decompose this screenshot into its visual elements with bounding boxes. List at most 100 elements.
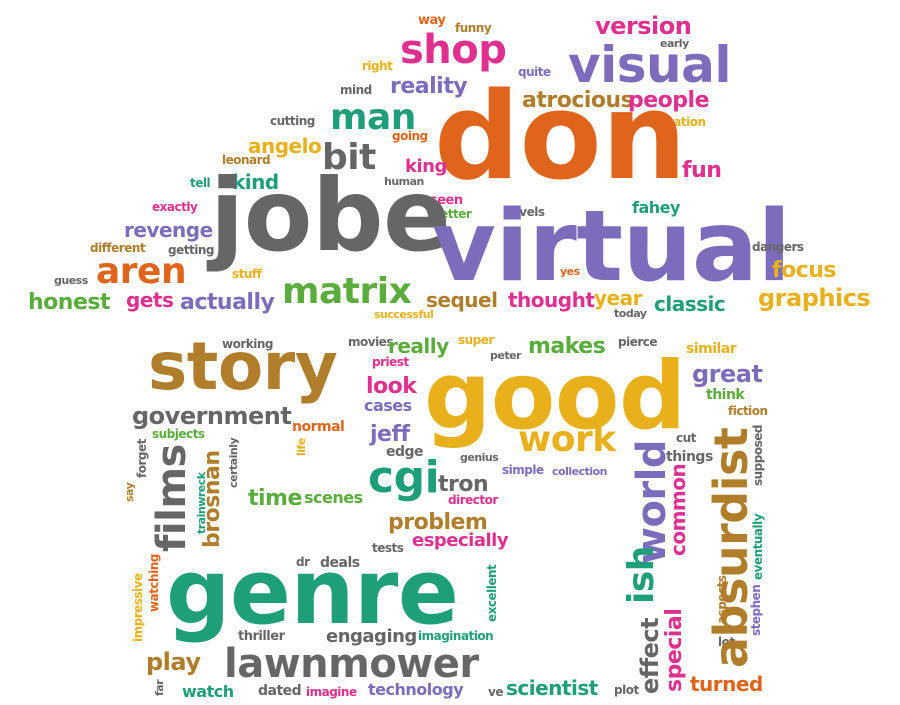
word: aren — [96, 251, 187, 292]
word: different — [90, 241, 146, 255]
word: problem — [388, 510, 488, 535]
word: tron — [438, 472, 489, 497]
word: look — [366, 374, 417, 399]
word: dangers — [752, 240, 804, 254]
word: stuff — [232, 267, 262, 281]
word: angelo — [248, 134, 322, 158]
word: human — [384, 175, 424, 188]
word: matrix — [282, 271, 412, 312]
word: far — [153, 679, 166, 696]
word: movies — [348, 335, 393, 349]
word: normal — [292, 419, 345, 435]
word: ve — [488, 685, 503, 699]
word: going — [392, 129, 428, 143]
word: simple — [502, 463, 544, 477]
word: eventually — [751, 513, 765, 580]
word: people — [628, 88, 710, 113]
word: lot — [718, 635, 735, 649]
word: jeff — [370, 422, 410, 447]
word: thriller — [238, 629, 285, 644]
word: getting — [168, 243, 214, 257]
word: year — [594, 286, 642, 310]
word: deals — [320, 555, 360, 571]
word: things — [666, 449, 713, 465]
word: forget — [135, 439, 149, 478]
word: visual — [568, 36, 731, 94]
word: watch — [182, 682, 234, 701]
word: similar — [686, 341, 737, 357]
word: genius — [460, 451, 499, 464]
word: classic — [654, 292, 726, 316]
word: pierce — [618, 335, 658, 349]
word: especially — [412, 530, 509, 551]
word: better — [432, 207, 472, 221]
word: focus — [772, 258, 836, 283]
word: guess — [54, 274, 88, 287]
word: man — [330, 97, 416, 138]
word: turned — [690, 672, 763, 696]
word: shop — [400, 27, 507, 73]
word: bit — [322, 137, 376, 178]
word: reality — [390, 74, 468, 99]
word: cases — [364, 396, 412, 415]
word: gets — [126, 288, 174, 312]
word: ish — [621, 546, 662, 604]
word: sequel — [426, 288, 498, 312]
word: dated — [258, 683, 302, 699]
word: certainly — [227, 437, 240, 488]
word: thought — [508, 288, 595, 312]
word: stephen — [749, 584, 763, 636]
word: story — [148, 328, 338, 405]
word: right — [362, 59, 393, 73]
word: jobe — [210, 157, 451, 274]
word: lawnmower — [224, 641, 479, 687]
word: absurdist — [704, 427, 758, 668]
word: exactly — [152, 200, 198, 214]
word: impressive — [131, 573, 145, 642]
word: cgi — [368, 452, 440, 503]
word: common — [666, 463, 690, 556]
word: levels — [508, 205, 545, 219]
word: fiction — [728, 404, 768, 418]
word: tell — [190, 176, 211, 190]
word: trainwreck — [195, 472, 208, 534]
word: watching — [147, 554, 161, 612]
word: peter — [490, 349, 521, 362]
word: dr — [296, 555, 310, 569]
word: scientist — [506, 676, 598, 700]
word: fun — [682, 158, 722, 183]
word: way — [418, 13, 446, 28]
word: don — [434, 68, 687, 207]
word: version — [595, 12, 692, 40]
word: life — [295, 438, 308, 456]
word: think — [706, 387, 745, 403]
word: atrocious — [522, 88, 634, 113]
word: supposed — [751, 425, 765, 486]
word: priest — [372, 355, 409, 369]
word: graphics — [758, 284, 871, 312]
word: king — [405, 156, 447, 177]
word: work — [518, 419, 616, 460]
word: seen — [430, 193, 463, 208]
word: director — [448, 493, 498, 507]
word: yes — [560, 265, 580, 278]
word: funny — [455, 21, 492, 35]
word: excellent — [485, 564, 499, 622]
word: say — [123, 482, 136, 502]
word: engaging — [326, 626, 417, 647]
word: effect — [636, 617, 664, 694]
word: really — [388, 334, 449, 358]
word: successful — [374, 308, 434, 321]
word: cut — [676, 431, 696, 445]
word: scenes — [304, 488, 363, 507]
word: fahey — [632, 198, 680, 217]
word: films — [149, 444, 195, 552]
word: subjects — [152, 427, 205, 441]
word: edge — [386, 444, 424, 460]
word: great — [692, 360, 763, 388]
word: special — [662, 608, 687, 692]
word: imagination — [418, 629, 494, 643]
word: time — [248, 486, 302, 511]
word: animation — [642, 115, 706, 129]
word: play — [146, 648, 201, 676]
